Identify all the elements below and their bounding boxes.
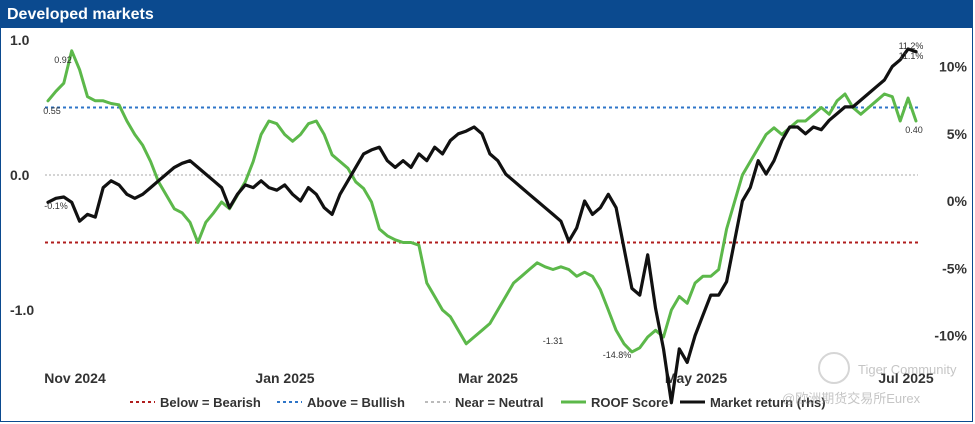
x-axis-tick: Mar 2025 (458, 370, 518, 386)
right-axis-tick: -10% (934, 328, 967, 344)
legend-label: ROOF Score (591, 395, 668, 410)
data-label: -14.8% (603, 350, 632, 360)
series-line-market-return-rhs- (46, 47, 918, 405)
legend-label: Near = Neutral (455, 395, 544, 410)
data-label: -0.1% (44, 201, 68, 211)
right-axis-tick: 5% (947, 126, 968, 142)
x-axis-tick: Jul 2025 (878, 370, 933, 386)
x-axis-tick: May 2025 (665, 370, 727, 386)
right-axis-tick: 10% (939, 59, 968, 75)
watermark-line2: @欧洲期货交易所Eurex (782, 391, 921, 406)
x-axis-tick: Nov 2024 (44, 370, 106, 386)
left-axis-tick: -1.0 (10, 302, 34, 318)
data-label: 0.40 (905, 125, 923, 135)
legend-label: Above = Bullish (307, 395, 405, 410)
legend-label: Below = Bearish (160, 395, 261, 410)
data-label: -1.31 (543, 336, 564, 346)
watermark-line1: Tiger Community (858, 362, 957, 377)
data-label: 0.55 (43, 106, 61, 116)
right-axis-tick: 0% (947, 193, 968, 209)
data-label: 0.92 (54, 55, 72, 65)
legend-label: Market return (rhs) (710, 395, 826, 410)
right-axis-tick: -5% (942, 260, 967, 276)
data-label: 11.1% (899, 51, 924, 61)
data-label: 11.2% (899, 41, 924, 51)
chart-title: Developed markets (1, 1, 972, 28)
series-line-roof-score (46, 49, 918, 354)
x-axis-tick: Jan 2025 (255, 370, 314, 386)
left-axis-tick: 1.0 (10, 32, 30, 48)
left-axis-tick: 0.0 (10, 167, 30, 183)
watermark-logo-icon (818, 352, 850, 384)
